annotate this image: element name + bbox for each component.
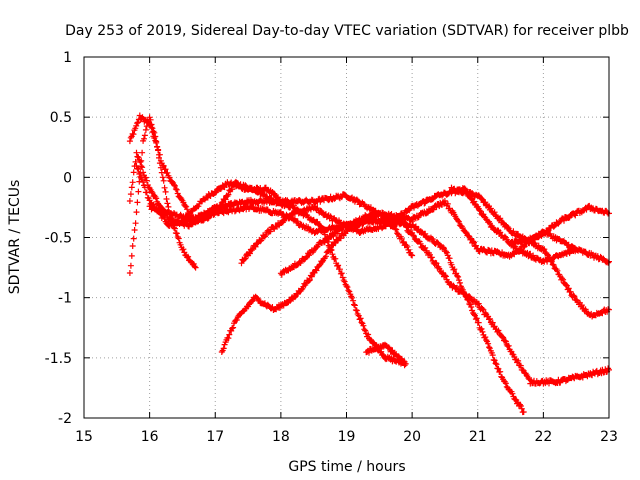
x-tick-label: 17	[206, 429, 224, 445]
x-tick-label: 15	[75, 429, 93, 445]
x-tick-labels: 15 16 17 18 19 20 21 22 23	[75, 429, 618, 445]
y-tick-label: -0.5	[45, 231, 72, 247]
x-tick-label: 23	[600, 429, 618, 445]
y-axis-label: SDTVAR / TECUs	[7, 180, 23, 295]
y-tick-label: 1	[63, 50, 72, 66]
x-tick-label: 22	[534, 429, 552, 445]
x-axis-label: GPS time / hours	[288, 459, 405, 475]
y-tick-label: 0	[63, 170, 72, 186]
chart-title: Day 253 of 2019, Sidereal Day-to-day VTE…	[65, 23, 629, 39]
y-tick-label: -1	[58, 291, 72, 307]
x-tick-label: 16	[141, 429, 159, 445]
y-tick-label: 0.5	[50, 110, 72, 126]
series-sat-11	[363, 341, 409, 367]
series-sat-8	[277, 208, 612, 387]
series-sat-10	[507, 202, 612, 248]
x-tick-label: 21	[469, 429, 487, 445]
x-tick-label: 18	[272, 429, 290, 445]
series-markers	[146, 191, 612, 266]
y-tick-labels: 1 0.5 0 -0.5 -1 -1.5 -2	[45, 50, 72, 427]
series-sat-9	[448, 184, 612, 320]
series-markers	[277, 208, 612, 387]
x-tick-label: 19	[338, 429, 356, 445]
y-tick-label: -2	[58, 411, 72, 427]
data-points	[126, 112, 612, 416]
series-markers	[363, 341, 409, 367]
series-markers	[448, 184, 612, 320]
series-sat-5	[146, 191, 612, 266]
series-markers	[507, 202, 612, 248]
ticks	[83, 56, 610, 419]
x-tick-label: 20	[403, 429, 421, 445]
y-tick-label: -1.5	[45, 351, 72, 367]
